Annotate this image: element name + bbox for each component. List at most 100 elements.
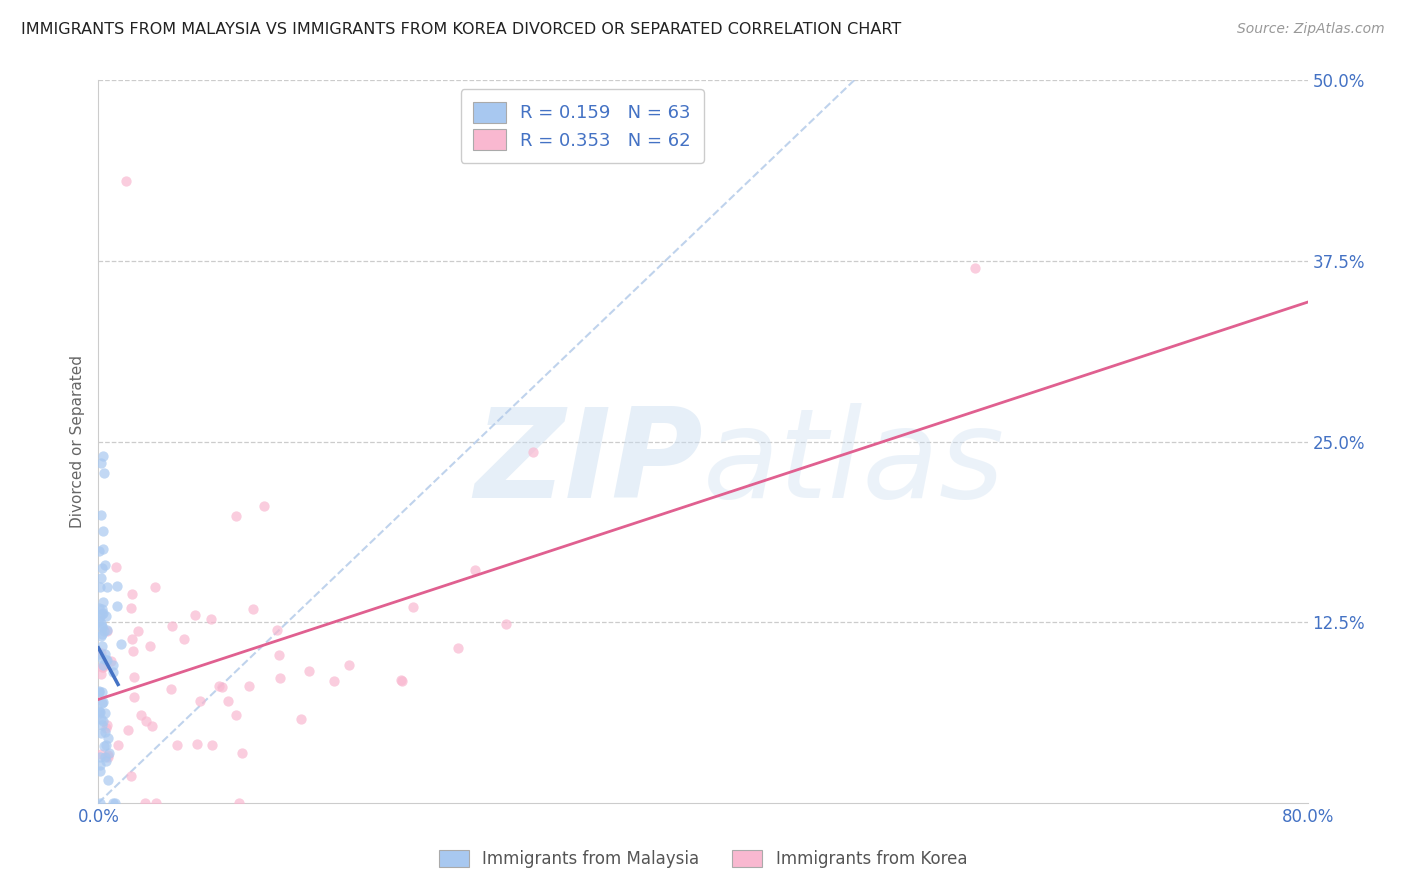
Point (91, 601, 114, 615)
Point (96, 653, 118, 667)
Point (162, 618, 184, 632)
Point (90, 508, 112, 523)
Point (160, 681, 183, 696)
Point (121, 632, 143, 646)
Point (91, 606, 114, 620)
Point (89, 706, 111, 720)
Point (96, 747, 118, 762)
Point (90, 560, 112, 574)
Text: ZIP: ZIP (474, 402, 703, 524)
Point (104, 796, 127, 810)
Point (495, 617, 517, 632)
Point (253, 499, 276, 513)
Point (166, 738, 188, 752)
Point (105, 599, 128, 613)
Point (231, 746, 253, 760)
Point (91, 620, 114, 634)
Point (183, 608, 205, 623)
Point (89, 758, 111, 772)
Point (90, 667, 112, 681)
Point (211, 680, 233, 694)
Point (94, 749, 117, 764)
Point (101, 796, 124, 810)
Point (101, 665, 124, 679)
Point (217, 694, 239, 708)
Point (225, 707, 247, 722)
Point (97, 731, 120, 745)
Point (93, 624, 115, 638)
Point (89, 684, 111, 698)
Point (228, 796, 250, 810)
Point (129, 708, 152, 723)
Point (225, 509, 247, 524)
Point (122, 690, 145, 704)
Point (89, 614, 111, 628)
Point (139, 640, 162, 654)
Point (94, 739, 117, 753)
Point (402, 599, 425, 614)
Point (91, 658, 114, 673)
Point (89, 796, 111, 810)
Point (100, 654, 122, 668)
Point (188, 694, 211, 708)
Point (91, 595, 114, 609)
Point (114, 174, 136, 188)
Point (91, 651, 114, 665)
Point (91, 714, 114, 728)
Point (96, 717, 118, 731)
Point (98, 746, 121, 760)
Point (121, 644, 143, 658)
Point (91, 524, 114, 538)
Point (322, 673, 344, 688)
Point (90, 646, 112, 660)
Point (89, 706, 111, 720)
Point (89, 749, 111, 764)
Point (96, 581, 118, 595)
Point (89, 704, 111, 718)
Point (127, 624, 149, 638)
Point (290, 712, 312, 726)
Point (89, 647, 111, 661)
Point (201, 739, 224, 753)
Point (96, 653, 118, 667)
Text: IMMIGRANTS FROM MALAYSIA VS IMMIGRANTS FROM KOREA DIVORCED OR SEPARATED CORRELAT: IMMIGRANTS FROM MALAYSIA VS IMMIGRANTS F… (21, 22, 901, 37)
Point (93, 739, 115, 754)
Point (464, 563, 486, 577)
Point (447, 640, 470, 655)
Point (90, 747, 112, 762)
Point (97, 749, 120, 764)
Y-axis label: Divorced or Separated: Divorced or Separated (69, 355, 84, 528)
Point (91, 607, 114, 622)
Point (93, 467, 115, 481)
Point (522, 445, 544, 459)
Point (96, 623, 118, 637)
Point (107, 739, 129, 753)
Point (120, 769, 142, 783)
Point (90, 615, 112, 630)
Point (134, 796, 156, 810)
Point (93, 647, 115, 661)
Point (94, 724, 117, 739)
Point (141, 719, 163, 733)
Point (90, 619, 112, 633)
Point (105, 560, 128, 574)
Point (90, 685, 112, 699)
Point (94, 754, 117, 768)
Point (90, 712, 112, 726)
Point (266, 623, 288, 637)
Point (90, 718, 112, 732)
Point (89, 543, 111, 558)
Point (101, 657, 124, 672)
Point (91, 541, 114, 556)
Point (90, 571, 112, 585)
Point (121, 587, 143, 601)
Point (89, 684, 111, 698)
Point (90, 725, 112, 739)
Point (94, 721, 117, 735)
Point (94, 706, 117, 721)
Point (89, 764, 111, 779)
Point (200, 612, 222, 626)
Point (298, 665, 321, 679)
Point (91, 695, 114, 709)
Point (238, 679, 260, 693)
